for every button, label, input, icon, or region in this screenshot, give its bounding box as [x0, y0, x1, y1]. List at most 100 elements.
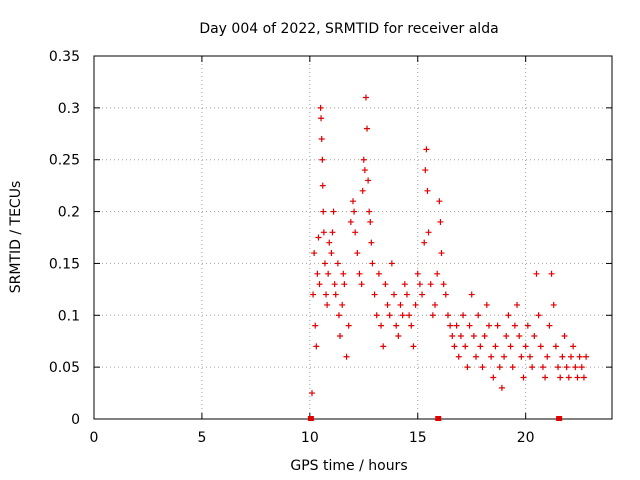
scatter-point	[518, 353, 525, 360]
scatter-point	[438, 250, 445, 257]
scatter-point	[382, 281, 389, 288]
scatter-point	[421, 239, 428, 246]
scatter-point	[550, 301, 557, 308]
scatter-point	[511, 322, 518, 329]
scatter-point	[329, 229, 336, 236]
scatter-point	[388, 260, 395, 267]
scatter-point	[552, 343, 559, 350]
scatter-point	[364, 125, 371, 132]
y-tick-label: 0.05	[49, 360, 80, 376]
scatter-point	[570, 343, 577, 350]
scatter-point	[533, 270, 540, 277]
scatter-point	[369, 260, 376, 267]
scatter-point	[514, 301, 521, 308]
scatter-point	[531, 333, 538, 340]
scatter-point	[522, 343, 529, 350]
scatter-point	[422, 167, 429, 174]
scatter-point	[380, 343, 387, 350]
y-axis: 0 0.05 0.1 0.15 0.2 0.25 0.3 0.35	[49, 49, 612, 428]
scatter-point	[397, 301, 404, 308]
plot-frame	[93, 55, 613, 420]
scatter-point	[477, 343, 484, 350]
scatter-point	[319, 182, 326, 189]
scatter-point	[492, 343, 499, 350]
x-tick-label: 15	[409, 430, 427, 446]
scatter-point	[312, 322, 319, 329]
scatter-points	[308, 94, 590, 397]
scatter-point	[574, 374, 581, 381]
scatter-point	[475, 312, 482, 319]
scatter-point	[437, 218, 444, 225]
scatter-point	[449, 333, 456, 340]
scatter-point	[352, 229, 359, 236]
scatter-point	[326, 239, 333, 246]
scatter-point	[507, 343, 514, 350]
scatter-point	[313, 343, 320, 350]
scatter-point	[557, 374, 564, 381]
scatter-point	[548, 270, 555, 277]
scatter-point	[332, 291, 339, 298]
scatter-point	[572, 364, 579, 371]
x-axis: 0 5 10 15 20	[90, 56, 535, 446]
scatter-point	[544, 353, 551, 360]
scatter-point	[341, 281, 348, 288]
y-tick-label: 0.25	[49, 153, 80, 169]
scatter-point	[503, 333, 510, 340]
axis-marker	[556, 416, 563, 421]
scatter-point	[337, 333, 344, 340]
scatter-point	[412, 301, 419, 308]
scatter-point	[460, 312, 467, 319]
scatter-point	[359, 187, 366, 194]
scatter-point	[567, 353, 574, 360]
scatter-point	[462, 343, 469, 350]
scatter-point	[315, 234, 322, 241]
scatter-point	[325, 270, 332, 277]
scatter-point	[375, 270, 382, 277]
scatter-point	[524, 322, 531, 329]
scatter-point	[470, 333, 477, 340]
x-tick-label: 10	[301, 430, 319, 446]
scatter-point	[419, 291, 426, 298]
scatter-point	[425, 229, 432, 236]
scatter-point	[343, 353, 350, 360]
scatter-point	[393, 322, 400, 329]
y-tick-label: 0.2	[58, 205, 80, 221]
scatter-point	[339, 301, 346, 308]
scatter-point	[356, 270, 363, 277]
scatter-point	[485, 322, 492, 329]
scatter-point	[520, 374, 527, 381]
scatter-point	[386, 312, 393, 319]
scatter-point	[479, 364, 486, 371]
scatter-point	[416, 281, 423, 288]
scatter-point	[362, 94, 369, 101]
y-tick-label: 0.35	[49, 49, 80, 65]
scatter-point	[440, 281, 447, 288]
scatter-point	[320, 229, 327, 236]
scatter-point	[529, 364, 536, 371]
scatter-point	[314, 270, 321, 277]
y-tick-label: 0.1	[58, 308, 80, 324]
scatter-point	[384, 301, 391, 308]
scatter-point	[331, 281, 338, 288]
scatter-point	[410, 343, 417, 350]
scatter-point	[526, 353, 533, 360]
scatter-point	[436, 198, 443, 205]
x-tick-label: 20	[517, 430, 535, 446]
scatter-point	[427, 281, 434, 288]
scatter-point	[395, 333, 402, 340]
axis-marker	[307, 416, 314, 421]
scatter-point	[408, 322, 415, 329]
scatter-point	[498, 384, 505, 391]
scatter-point	[319, 156, 326, 163]
scatter-point	[516, 333, 523, 340]
scatter-point	[455, 353, 462, 360]
scatter-point	[366, 208, 373, 215]
scatter-point	[535, 312, 542, 319]
scatter-point	[334, 260, 341, 267]
scatter-point	[490, 374, 497, 381]
x-tick-label: 0	[90, 430, 99, 446]
scatter-point	[466, 322, 473, 329]
scatter-point	[360, 156, 367, 163]
scatter-point	[509, 364, 516, 371]
